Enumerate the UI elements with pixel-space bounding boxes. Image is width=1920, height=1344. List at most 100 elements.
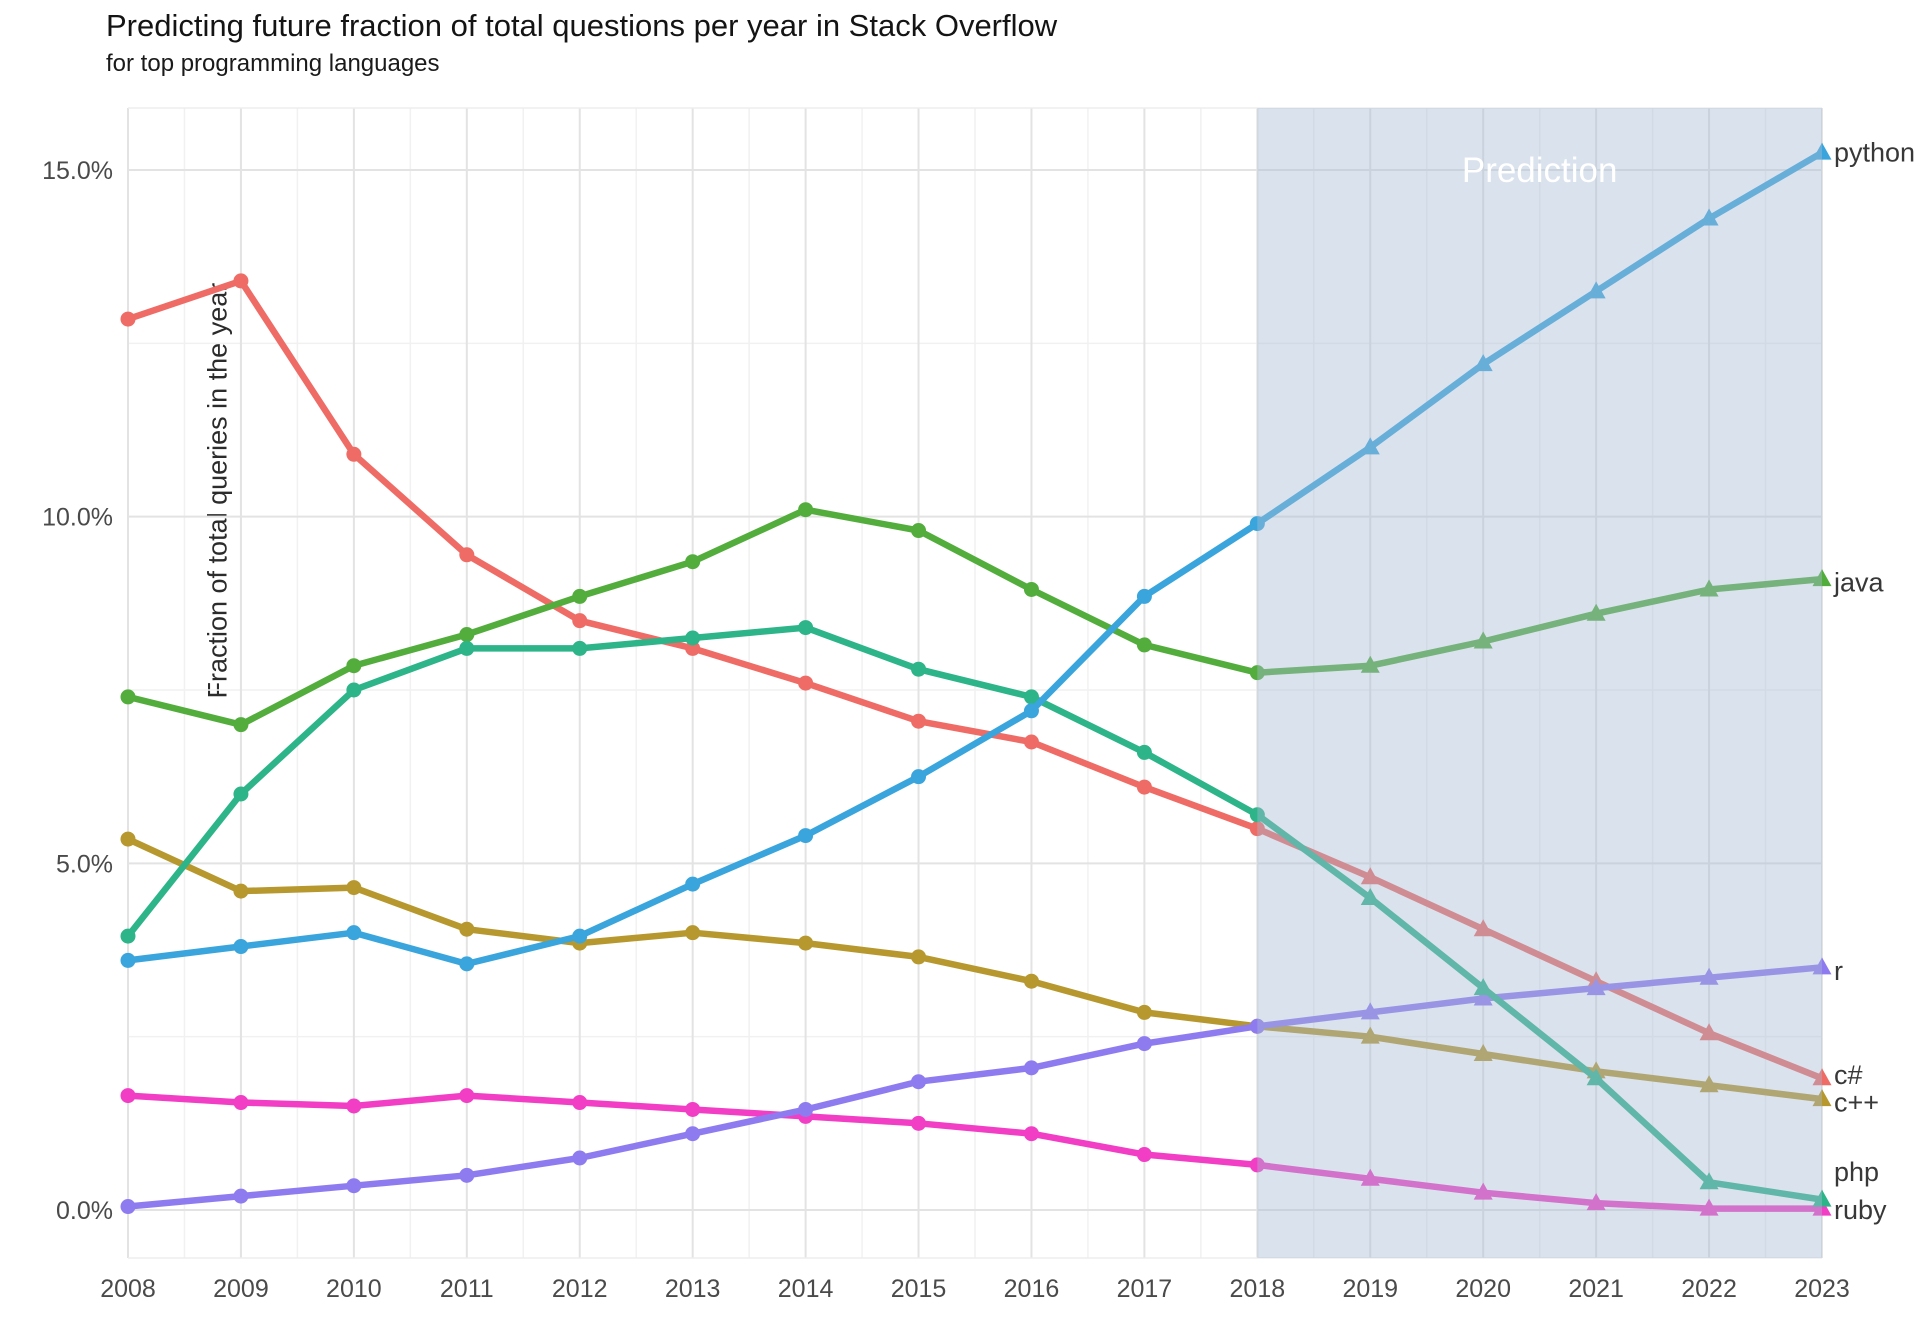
data-point-java: [798, 502, 814, 518]
data-point-r: [911, 1074, 927, 1090]
y-tick-label: 15.0%: [42, 157, 113, 185]
prediction-point-java: [1360, 655, 1380, 673]
data-point-java: [1136, 637, 1152, 653]
data-point-ruby: [346, 1098, 362, 1114]
data-point-ruby: [572, 1095, 588, 1111]
data-point-r: [798, 1101, 814, 1117]
prediction-point-ruby: [1699, 1198, 1719, 1216]
data-point-java: [572, 588, 588, 604]
x-tick-label: 2018: [1230, 1275, 1286, 1303]
prediction-band-label: Prediction: [1462, 151, 1618, 190]
prediction-point-python: [1586, 281, 1606, 299]
data-point-c++: [1136, 1004, 1152, 1020]
data-point-php: [685, 630, 701, 646]
data-point-java: [911, 523, 927, 539]
prediction-point-python: [1360, 437, 1380, 455]
series-line-php: [124, 624, 1826, 1203]
data-point-c#: [233, 273, 249, 289]
series-line-c++: [124, 835, 1826, 1103]
data-point-c#: [572, 613, 588, 629]
series-c#: [120, 273, 1832, 1086]
x-tick-label: 2012: [552, 1275, 608, 1303]
y-tick-label: 10.0%: [42, 504, 113, 532]
data-point-r: [459, 1167, 475, 1183]
series-line-c#: [124, 277, 1826, 1082]
data-point-c++: [798, 935, 814, 951]
x-tick-label: 2008: [100, 1275, 156, 1303]
series-label-java: java: [1833, 568, 1885, 598]
prediction-point-r: [1699, 967, 1719, 985]
data-point-c#: [1249, 821, 1265, 837]
prediction-point-c++: [1699, 1075, 1719, 1093]
series-php: [120, 620, 1832, 1207]
data-point-c#: [1136, 779, 1152, 795]
series-line-r: [124, 964, 1826, 1210]
prediction-point-r: [1360, 1002, 1380, 1020]
data-point-python: [233, 939, 249, 955]
prediction-band: [1257, 108, 1822, 1258]
prediction-point-java: [1586, 603, 1606, 621]
series-label-c#: c#: [1834, 1060, 1863, 1090]
data-point-ruby: [459, 1088, 475, 1104]
data-point-java: [233, 717, 249, 733]
series-line-python: [124, 149, 1826, 968]
data-point-php: [1249, 807, 1265, 823]
prediction-point-ruby: [1360, 1168, 1380, 1186]
data-point-c#: [911, 713, 927, 729]
series-r: [120, 957, 1832, 1215]
data-point-r: [346, 1178, 362, 1194]
data-point-c++: [120, 831, 136, 847]
data-point-ruby: [1023, 1126, 1039, 1142]
data-point-python: [1136, 588, 1152, 604]
data-point-ruby: [685, 1101, 701, 1117]
prediction-point-php: [1699, 1172, 1719, 1190]
x-tick-label: 2014: [778, 1275, 834, 1303]
data-point-php: [120, 928, 136, 944]
series-group: [120, 142, 1832, 1216]
data-point-python: [459, 956, 475, 972]
x-tick-label: 2023: [1794, 1275, 1850, 1303]
data-point-php: [911, 661, 927, 677]
data-point-r: [572, 1150, 588, 1166]
data-point-java: [120, 689, 136, 705]
prediction-point-c++: [1812, 1089, 1832, 1107]
x-tick-label: 2017: [1117, 1275, 1173, 1303]
data-point-java: [1023, 581, 1039, 597]
data-point-php: [346, 682, 362, 698]
x-tick-label: 2019: [1342, 1275, 1398, 1303]
x-tick-label: 2020: [1455, 1275, 1511, 1303]
data-point-r: [1136, 1036, 1152, 1052]
prediction-point-python: [1812, 142, 1832, 160]
data-point-python: [346, 925, 362, 941]
prediction-point-c++: [1360, 1026, 1380, 1044]
x-tick-label: 2013: [665, 1275, 721, 1303]
data-point-ruby: [1136, 1147, 1152, 1163]
data-point-c++: [346, 880, 362, 896]
y-tick-label: 0.0%: [56, 1197, 113, 1225]
data-point-c#: [120, 311, 136, 327]
y-axis-tick-labels: 0.0% 5.0% 10.0% 15.0%: [42, 157, 113, 1225]
data-point-php: [1023, 689, 1039, 705]
data-point-ruby: [233, 1095, 249, 1111]
data-point-c++: [685, 925, 701, 941]
series-ruby: [120, 1088, 1832, 1216]
data-point-c#: [685, 640, 701, 656]
series-label-r: r: [1834, 956, 1843, 986]
series-python: [120, 142, 1832, 972]
data-point-ruby: [1249, 1157, 1265, 1173]
data-point-ruby: [911, 1115, 927, 1131]
x-tick-label: 2010: [326, 1275, 382, 1303]
series-line-java: [124, 506, 1826, 728]
x-tick-label: 2011: [440, 1275, 494, 1303]
prediction-point-c++: [1473, 1044, 1493, 1061]
series-line-ruby: [124, 1092, 1826, 1212]
data-point-python: [911, 769, 927, 785]
data-point-php: [233, 786, 249, 802]
data-point-r: [685, 1126, 701, 1142]
data-point-python: [1023, 703, 1039, 719]
x-axis-tick-labels: 2008 2009 2010 2011 2012 2013 2014 2015 2016 2017…: [100, 1275, 1850, 1303]
data-point-java: [685, 554, 701, 570]
chart-title: Predicting future fraction of total ques…: [106, 8, 1058, 43]
prediction-point-php: [1586, 1068, 1606, 1086]
